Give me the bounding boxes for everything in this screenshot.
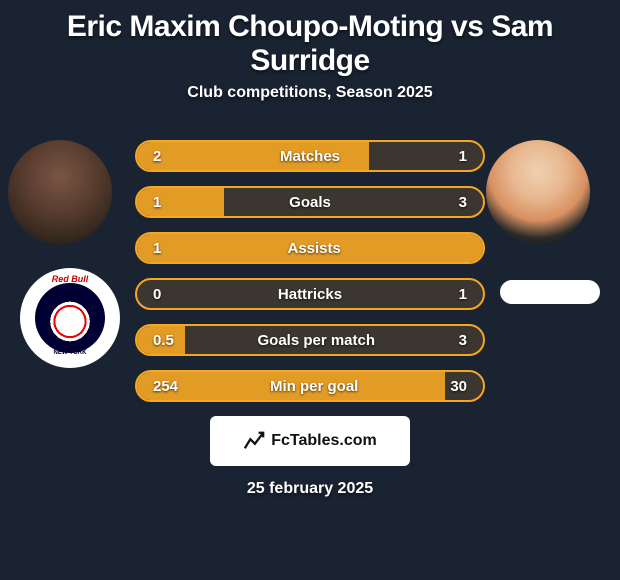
main-area: 2Matches11Goals31Assists0Hattricks10.5Go… [0,120,620,498]
chart-icon [243,430,265,452]
stat-left-value: 0 [153,286,161,303]
stat-left-value: 1 [153,240,161,257]
stat-right-value: 30 [450,378,467,395]
stat-label: Goals per match [174,332,459,349]
stat-left-value: 254 [153,378,178,395]
stat-right-value: 1 [459,148,467,165]
stat-row: 0Hattricks1 [135,278,485,310]
stat-label: Hattricks [161,286,458,303]
stat-row: 1Goals3 [135,186,485,218]
club-left-logo [20,268,120,368]
brand-text: FcTables.com [271,432,377,450]
stat-row: 0.5Goals per match3 [135,324,485,356]
stat-left-value: 0.5 [153,332,174,349]
subtitle: Club competitions, Season 2025 [0,84,620,120]
player-left-avatar [8,140,112,244]
brand-badge[interactable]: FcTables.com [210,416,410,466]
date-text: 25 february 2025 [10,480,610,498]
redbull-ny-icon [35,283,105,353]
stat-right-value: 3 [459,194,467,211]
stat-left-value: 2 [153,148,161,165]
stat-left-value: 1 [153,194,161,211]
page-title: Eric Maxim Choupo-Moting vs Sam Surridge [0,0,620,84]
stat-right-value: 1 [459,286,467,303]
comparison-card: Eric Maxim Choupo-Moting vs Sam Surridge… [0,0,620,498]
stat-right-value: 3 [459,332,467,349]
stat-label: Min per goal [178,378,450,395]
stat-row: 2Matches1 [135,140,485,172]
stat-label: Assists [161,240,467,257]
player-right-avatar [486,140,590,244]
stat-row: 1Assists [135,232,485,264]
club-right-placeholder [500,280,600,304]
stat-label: Matches [161,148,458,165]
stat-label: Goals [161,194,458,211]
stats-list: 2Matches11Goals31Assists0Hattricks10.5Go… [135,120,485,402]
stat-row: 254Min per goal30 [135,370,485,402]
